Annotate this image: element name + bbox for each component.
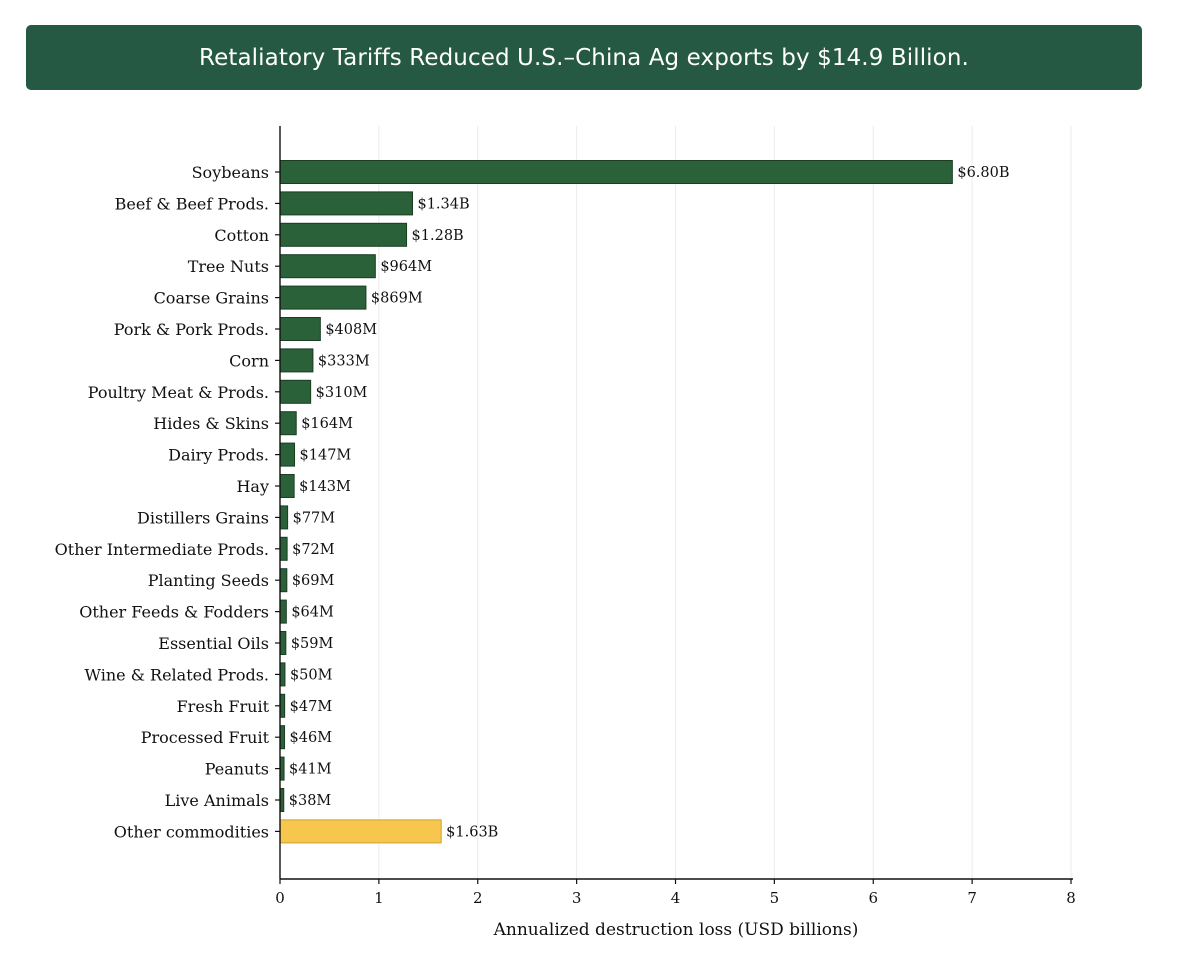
bar (279, 505, 289, 530)
data-labels: Soybeans $6.80B Beef & Beef Prods. $1.34B Co… (55, 163, 1010, 841)
axes: 0 1 2 3 4 5 6 7 8 (275, 126, 1076, 907)
x-tick-label: 4 (671, 889, 681, 907)
x-axis-label: Annualized destruction loss (USD billion… (493, 920, 859, 940)
y-tick-label: Poultry Meat & Prods. (88, 383, 269, 402)
bar (279, 819, 442, 844)
data-label: $333M (318, 353, 370, 369)
y-tick-label: Processed Fruit (141, 728, 270, 747)
data-label: $47M (290, 699, 333, 715)
bar (279, 411, 297, 436)
bar (279, 254, 376, 279)
data-label: $143M (299, 479, 351, 495)
data-label: $50M (290, 667, 333, 683)
data-label: $46M (290, 730, 333, 746)
y-tick-label: Coarse Grains (154, 289, 269, 308)
data-label: $1.63B (446, 824, 498, 840)
x-tick-label: 1 (374, 889, 384, 907)
data-label: $72M (292, 542, 335, 558)
y-tick-label: Dairy Prods. (168, 446, 269, 465)
y-tick-label: Corn (229, 351, 269, 370)
y-tick-label: Beef & Beef Prods. (115, 194, 269, 213)
bar (279, 191, 413, 216)
data-label: $64M (291, 605, 334, 621)
y-tick-label: Live Animals (165, 791, 269, 810)
x-tick-label: 0 (275, 889, 285, 907)
grid-lines (378, 126, 1072, 879)
bar (279, 599, 287, 624)
y-tick-label: Other Feeds & Fodders (79, 603, 269, 622)
chart-title: Retaliatory Tariffs Reduced U.S.–China A… (199, 44, 969, 71)
data-label: $69M (292, 573, 335, 589)
y-tick-label: Distillers Grains (137, 508, 269, 527)
data-label: $964M (380, 259, 432, 275)
bar (279, 317, 321, 341)
bar (279, 285, 367, 310)
bar (279, 379, 312, 404)
x-tick-label: 5 (770, 889, 780, 907)
y-tick-label: Tree Nuts (188, 257, 269, 276)
x-tick-label: 2 (473, 889, 483, 907)
data-label: $164M (301, 416, 353, 432)
y-tick-label: Soybeans (192, 163, 269, 182)
data-label: $6.80B (957, 165, 1009, 181)
y-tick-label: Other Intermediate Prods. (55, 540, 269, 559)
y-tick-label: Hides & Skins (153, 414, 269, 433)
data-label: $38M (289, 793, 332, 809)
bar (279, 568, 288, 593)
title-banner: Retaliatory Tariffs Reduced U.S.–China A… (26, 25, 1142, 90)
x-tick-label: 3 (572, 889, 582, 907)
y-tick-label: Wine & Related Prods. (85, 665, 269, 684)
bar (279, 662, 286, 687)
y-tick-label: Cotton (214, 226, 269, 245)
data-label: $59M (291, 636, 334, 652)
y-tick-label: Peanuts (205, 760, 269, 779)
bar (279, 222, 408, 247)
data-label: $1.34B (417, 196, 469, 212)
data-label: $869M (371, 291, 423, 307)
x-tick-label: 8 (1066, 889, 1076, 907)
bars (279, 160, 953, 844)
data-label: $310M (316, 385, 368, 401)
x-tick-label: 6 (868, 889, 878, 907)
bar (279, 474, 295, 498)
y-tick-label: Planting Seeds (148, 571, 269, 590)
data-label: $41M (289, 762, 332, 778)
data-label: $1.28B (412, 228, 464, 244)
bar (279, 442, 296, 467)
bar (279, 160, 953, 184)
bar (279, 348, 314, 373)
y-tick-label: Pork & Pork Prods. (114, 320, 269, 339)
bar (279, 536, 288, 561)
x-tick-label: 7 (967, 889, 977, 907)
y-tick-label: Other commodities (114, 822, 269, 841)
y-tick-label: Hay (236, 477, 269, 496)
y-tick-label: Fresh Fruit (177, 697, 270, 716)
data-label: $77M (293, 510, 336, 526)
y-tick-label: Essential Oils (158, 634, 269, 653)
bar (279, 631, 287, 655)
data-label: $147M (300, 448, 352, 464)
data-label: $408M (325, 322, 377, 338)
